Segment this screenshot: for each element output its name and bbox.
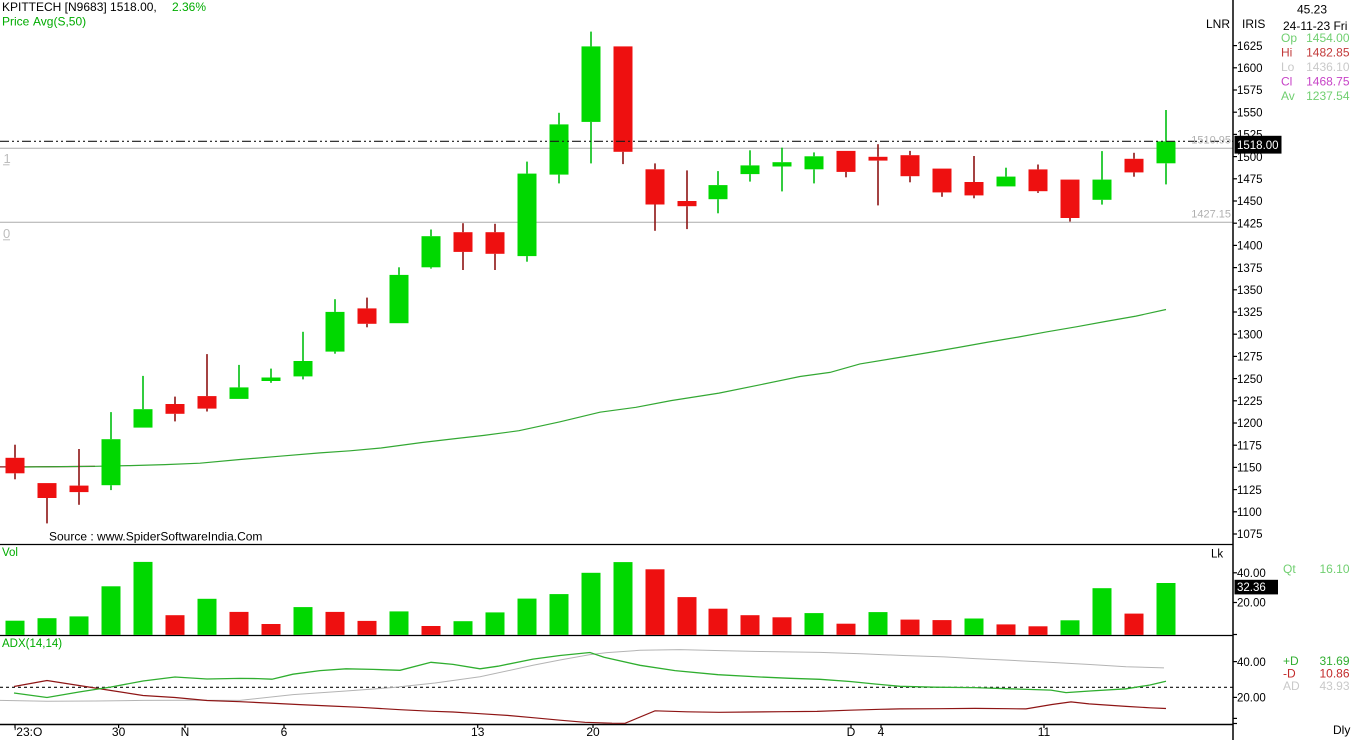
svg-text:LNR: LNR bbox=[1206, 17, 1230, 31]
svg-text:0: 0 bbox=[3, 226, 10, 241]
svg-text:Qt: Qt bbox=[1283, 562, 1296, 576]
svg-text:1510.95: 1510.95 bbox=[1191, 135, 1231, 147]
svg-text:1237.54: 1237.54 bbox=[1306, 89, 1350, 103]
svg-text:10.86: 10.86 bbox=[1319, 667, 1349, 681]
svg-text:1400: 1400 bbox=[1237, 241, 1263, 253]
svg-text:31.69: 31.69 bbox=[1319, 654, 1349, 668]
svg-text:ADX(14,14): ADX(14,14) bbox=[2, 638, 62, 650]
svg-text:1275: 1275 bbox=[1237, 352, 1263, 364]
svg-text:1175: 1175 bbox=[1237, 440, 1262, 452]
svg-text:1200: 1200 bbox=[1237, 418, 1263, 430]
svg-text:Source : www.SpiderSoftwareInd: Source : www.SpiderSoftwareIndia.Com bbox=[49, 530, 262, 544]
svg-text:Lk: Lk bbox=[1211, 549, 1223, 561]
svg-text:1482.85: 1482.85 bbox=[1306, 46, 1350, 60]
svg-text:1454.00: 1454.00 bbox=[1306, 31, 1350, 45]
svg-text:1468.75: 1468.75 bbox=[1306, 74, 1350, 88]
svg-text:32.36: 32.36 bbox=[1237, 582, 1266, 594]
svg-text:1250: 1250 bbox=[1237, 374, 1263, 386]
svg-text:24-11-23 Fri: 24-11-23 Fri bbox=[1283, 19, 1347, 33]
svg-text:1350: 1350 bbox=[1237, 285, 1263, 297]
svg-text:1425: 1425 bbox=[1237, 218, 1263, 230]
svg-text:Av: Av bbox=[1281, 89, 1295, 103]
svg-text:1225: 1225 bbox=[1237, 396, 1263, 408]
svg-text:AD: AD bbox=[1283, 679, 1300, 693]
svg-text:16.10: 16.10 bbox=[1319, 562, 1349, 576]
svg-text:Op: Op bbox=[1281, 31, 1297, 45]
svg-text:1550: 1550 bbox=[1237, 107, 1263, 119]
svg-text:1325: 1325 bbox=[1237, 307, 1263, 319]
svg-text:1450: 1450 bbox=[1237, 196, 1263, 208]
svg-text:Avg(S,50): Avg(S,50) bbox=[33, 15, 86, 29]
svg-text:11: 11 bbox=[1038, 725, 1051, 739]
svg-text:1625: 1625 bbox=[1237, 41, 1263, 53]
svg-text:1: 1 bbox=[4, 151, 11, 166]
svg-text:1500: 1500 bbox=[1237, 152, 1263, 164]
svg-text:20.00: 20.00 bbox=[1237, 598, 1266, 610]
svg-text:1075: 1075 bbox=[1237, 529, 1263, 541]
svg-text:45.23: 45.23 bbox=[1297, 3, 1327, 17]
svg-text:KPITTECH [N9683] 1518.00,: KPITTECH [N9683] 1518.00, bbox=[2, 0, 157, 14]
svg-text:-D: -D bbox=[1283, 667, 1296, 681]
svg-text:1100: 1100 bbox=[1237, 507, 1262, 519]
svg-text:1436.10: 1436.10 bbox=[1306, 60, 1350, 74]
svg-text:+D: +D bbox=[1283, 654, 1299, 668]
svg-text:Hi: Hi bbox=[1281, 46, 1292, 60]
svg-text:Dly: Dly bbox=[1333, 723, 1350, 737]
svg-text:1125: 1125 bbox=[1237, 485, 1262, 497]
svg-text:Lo: Lo bbox=[1281, 60, 1295, 74]
svg-text:20: 20 bbox=[586, 725, 600, 739]
svg-text:30: 30 bbox=[112, 725, 126, 739]
svg-text:1475: 1475 bbox=[1237, 174, 1263, 186]
svg-text:1150: 1150 bbox=[1237, 463, 1262, 475]
svg-text:Vol: Vol bbox=[2, 547, 18, 559]
svg-text:'23:O: '23:O bbox=[14, 725, 42, 739]
svg-text:20.00: 20.00 bbox=[1237, 693, 1266, 705]
svg-text:1518.00: 1518.00 bbox=[1237, 140, 1279, 152]
svg-text:40.00: 40.00 bbox=[1237, 568, 1266, 580]
svg-text:40.00: 40.00 bbox=[1237, 657, 1266, 669]
svg-text:Price: Price bbox=[2, 15, 30, 29]
svg-text:2.36%: 2.36% bbox=[172, 0, 206, 14]
svg-text:1600: 1600 bbox=[1237, 63, 1263, 75]
svg-text:43.93: 43.93 bbox=[1319, 679, 1349, 693]
svg-text:1375: 1375 bbox=[1237, 263, 1263, 275]
svg-text:4: 4 bbox=[878, 725, 885, 739]
svg-text:N: N bbox=[181, 725, 190, 739]
svg-text:IRIS: IRIS bbox=[1242, 17, 1265, 31]
svg-text:1427.15: 1427.15 bbox=[1191, 209, 1231, 221]
svg-text:1575: 1575 bbox=[1237, 85, 1263, 97]
svg-text:6: 6 bbox=[281, 725, 288, 739]
svg-text:Cl: Cl bbox=[1281, 74, 1292, 88]
svg-text:D: D bbox=[847, 725, 856, 739]
svg-text:1300: 1300 bbox=[1237, 329, 1263, 341]
svg-text:13: 13 bbox=[471, 725, 485, 739]
